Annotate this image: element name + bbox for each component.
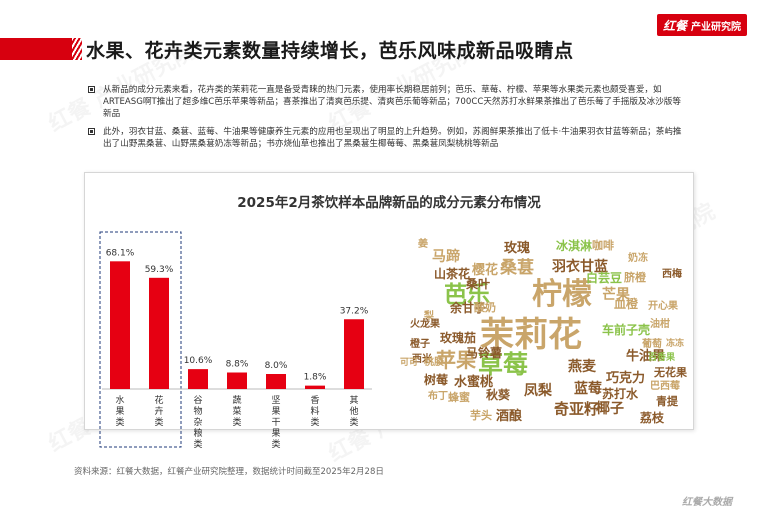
word-cloud-term: 燕麦 [568, 359, 596, 375]
data-label-5: 1.8% [304, 373, 327, 383]
data-label-3: 8.8% [226, 360, 249, 370]
data-label-6: 37.2% [340, 306, 369, 316]
highlight-box [99, 231, 182, 448]
word-cloud-term: 咖啡 [592, 239, 614, 252]
bar-4 [266, 374, 286, 389]
bullet-square-icon [88, 128, 95, 135]
category-label-0: 水果类 [115, 394, 124, 428]
data-label-4: 8.0% [265, 361, 288, 371]
category-label-4: 坚果干果类 [271, 395, 280, 450]
word-cloud-term: 凤梨 [524, 383, 552, 399]
ingredient-word-cloud: 茉莉花 柠檬 芭乐草莓 苹果 桑葚 羽衣甘蓝 玫瑰 冰淇淋 咖啡马蹄姜樱花白芸豆 奶冻桑叶 山茶花 脐… [400, 232, 700, 425]
page-title: 水果、花卉类元素数量持续增长，芭乐风味成新品吸睛点 [86, 40, 574, 62]
bullet-item: 此外，羽衣甘蓝、桑葚、蓝莓、牛油果等健康养生元素的应用也呈现出了明显的上升趋势。… [88, 126, 688, 150]
word-cloud-term: 水蜜桃 [454, 375, 494, 390]
word-cloud-term: 脐橙 [624, 271, 646, 284]
word-cloud-term: 椰子 [596, 401, 624, 417]
word-cloud-term: 马蹄 [432, 249, 460, 265]
word-cloud-term: 玫瑰茄 [440, 331, 477, 345]
source-note: 资料来源：红餐大数据，红餐产业研究院整理，数据统计时间截至2025年2月28日 [74, 467, 384, 477]
word-cloud-term: 血橙 [614, 297, 639, 311]
word-cloud-term: 冰淇淋 [556, 239, 593, 253]
word-cloud-term: 羽衣甘蓝 [552, 259, 608, 275]
bullet-text: 此外，羽衣甘蓝、桑葚、蓝莓、牛油果等健康养生元素的应用也呈现出了明显的上升趋势。… [103, 127, 682, 149]
word-cloud-term: 油柑 [650, 319, 670, 330]
chart-title: 2025年2月茶饮样本品牌新品的成分元素分布情况 [237, 195, 541, 211]
bar-0 [110, 261, 130, 389]
word-cloud-term: 无花果 [654, 366, 687, 379]
word-cloud-term: 酒酿 [496, 409, 523, 424]
word-cloud-term: 奶冻 [628, 253, 648, 264]
bullet-list: 从新品的成分元素来看，花卉类的茉莉花一直是备受青睐的热门元素，使用率长期稳居前列… [88, 84, 688, 156]
word-cloud-term: 冻冻 [666, 339, 685, 349]
word-cloud-term: 布丁 [428, 391, 448, 402]
word-cloud-term: 青提 [656, 395, 678, 408]
bullet-square-icon [88, 86, 95, 93]
header-accent-bar [0, 38, 72, 60]
word-cloud-term: 奇亚籽 [554, 400, 600, 418]
word-cloud-term: 秋葵 [486, 388, 511, 402]
word-cloud-term: 梨 [424, 311, 434, 322]
word-cloud-term: 西梅 [662, 269, 682, 280]
word-cloud-term: 蜂蜜 [448, 391, 470, 404]
data-label-2: 10.6% [184, 356, 213, 366]
word-cloud-term: 山茶花 [434, 267, 471, 281]
word-cloud-term: 牛油果 [626, 349, 666, 364]
bar-2 [188, 369, 208, 389]
word-cloud-term: 樱花 [472, 263, 499, 278]
word-cloud-term: 葡萄 [642, 339, 662, 350]
word-cloud-term: 可可 [400, 358, 419, 368]
word-cloud-term: 苹果 [436, 348, 476, 372]
bar-1 [149, 277, 169, 389]
logo-sub-text: 产业研究院 [691, 21, 742, 33]
word-cloud-term: 酸奶 [474, 301, 496, 314]
word-cloud-term: 蓝莓 [574, 381, 602, 397]
word-cloud-term: 白芸豆 [586, 271, 623, 285]
word-cloud-term: 马铃薯 [466, 346, 503, 360]
word-cloud-term: 桃胶 [424, 357, 444, 368]
word-cloud-term: 茉莉花 [480, 315, 582, 355]
chart-panel: 2025年2月茶饮样本品牌新品的成分元素分布情况 [84, 172, 694, 430]
brand-logo: 红餐 产业研究院 [657, 14, 748, 36]
word-cloud-term: 荔枝 [640, 411, 665, 425]
word-cloud-term: 巴西莓 [650, 381, 680, 392]
bullet-item: 从新品的成分元素来看，花卉类的茉莉花一直是备受青睐的热门元素，使用率长期稳居前列… [88, 84, 688, 120]
bullet-text: 从新品的成分元素来看，花卉类的茉莉花一直是备受青睐的热门元素，使用率长期稳居前列… [103, 85, 681, 119]
bar-3 [227, 372, 247, 389]
word-cloud-term: 芒果 [602, 287, 630, 303]
data-label-1: 59.3% [145, 265, 174, 275]
word-cloud-term: 草莓 [478, 350, 529, 379]
bar-5 [305, 385, 325, 389]
category-label-5: 香料类 [310, 395, 319, 428]
word-cloud-term: 西米 [412, 354, 432, 365]
header-accent-stripes [72, 38, 82, 60]
footer-logo: 红餐大数据 [682, 497, 732, 508]
word-cloud-term: 芋头 [470, 409, 492, 422]
word-cloud-term: 橙子 [410, 339, 430, 350]
data-label-0: 68.1% [106, 248, 135, 258]
word-cloud-term: 车前子壳 [602, 323, 651, 337]
word-cloud-term: 芭乐 [444, 282, 490, 308]
word-cloud-term: 树莓 [424, 373, 449, 387]
bar-6 [344, 319, 364, 389]
word-cloud-term: 桑叶 [466, 277, 491, 291]
word-cloud-term: 余甘子 [450, 301, 487, 315]
word-cloud-term: 巧克力 [606, 371, 646, 386]
word-cloud-term: 桑葚 [500, 258, 534, 278]
category-label-3: 蔬菜类 [232, 394, 241, 428]
category-label-6: 其他类 [349, 395, 358, 428]
word-cloud-term: 柠檬 [532, 277, 592, 312]
category-label-1: 花卉类 [154, 394, 163, 428]
logo-brand-text: 红餐 [663, 18, 688, 33]
category-label-2: 谷物杂粮类 [193, 395, 202, 450]
word-cloud-term: 姜 [418, 239, 428, 250]
word-cloud-term: 百香果 [648, 353, 676, 363]
word-cloud-term: 开心果 [648, 301, 678, 312]
word-cloud-term: 玫瑰 [504, 241, 531, 256]
word-cloud-term: 苏打水 [602, 387, 639, 401]
word-cloud-term: 火龙果 [410, 319, 440, 330]
